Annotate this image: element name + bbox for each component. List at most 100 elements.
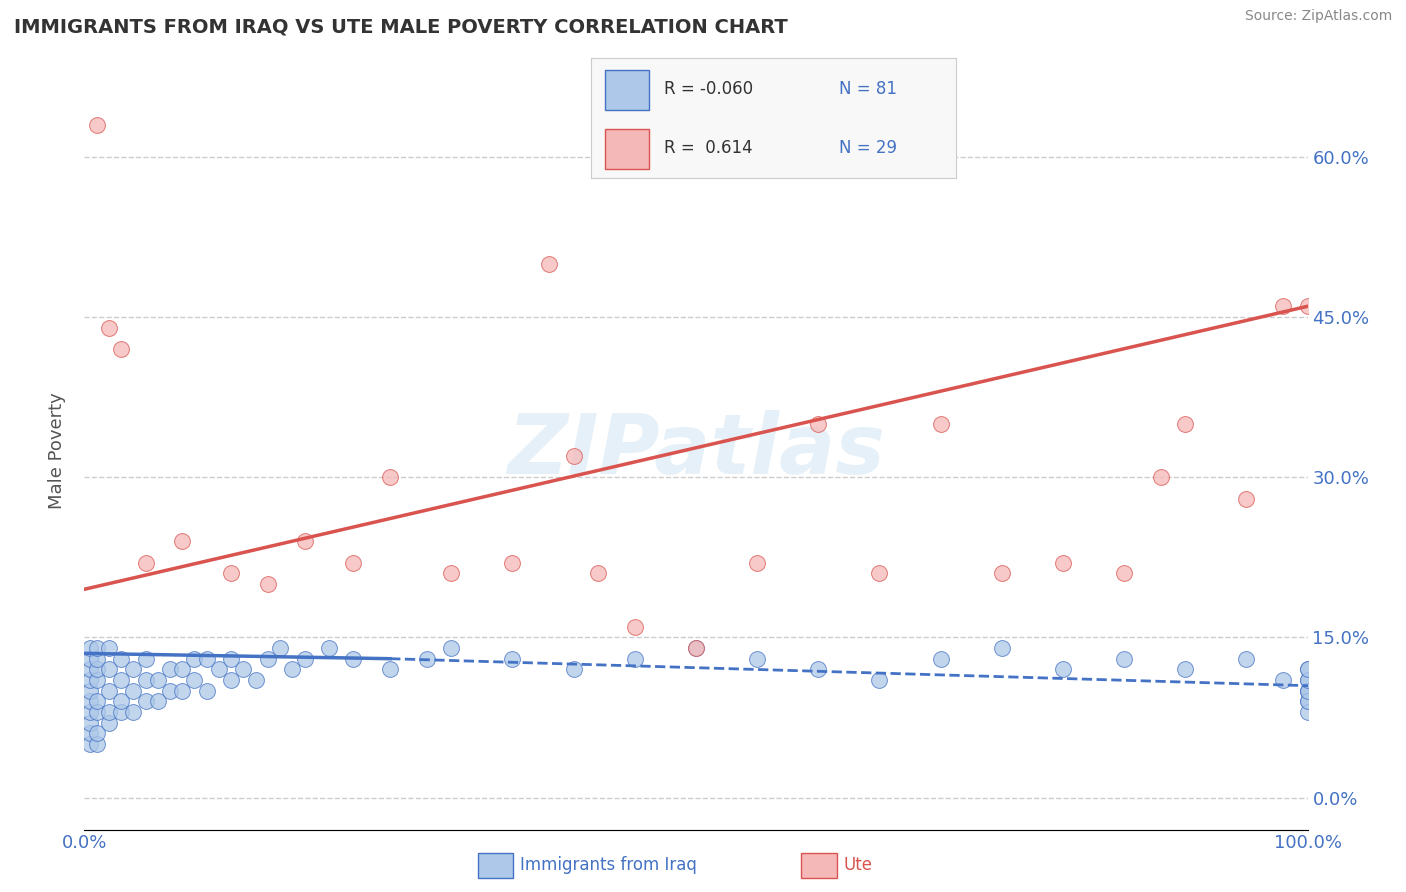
Point [869,566,891,581]
Point [86,651,108,665]
Point [97,715,120,730]
Point [807,662,830,676]
Text: R = -0.060: R = -0.060 [664,80,752,98]
Point [624,651,647,665]
Point [172,662,194,676]
Point [79,662,101,676]
Point [1272,673,1295,687]
Y-axis label: Male Poverty: Male Poverty [48,392,66,508]
Point [538,256,561,270]
Point [86,673,108,687]
Point [1052,662,1074,676]
Point [1114,651,1136,665]
Point [79,737,101,751]
Point [79,673,101,687]
Point [502,651,524,665]
Point [257,651,280,665]
Point [1296,299,1319,313]
Point [318,640,340,655]
Point [122,662,145,676]
Text: IMMIGRANTS FROM IRAQ VS UTE MALE POVERTY CORRELATION CHART: IMMIGRANTS FROM IRAQ VS UTE MALE POVERTY… [14,18,787,37]
Point [1236,651,1258,665]
Point [1296,662,1319,676]
Point [380,470,402,484]
Point [172,534,194,549]
Point [380,662,402,676]
Point [416,651,439,665]
Point [1296,673,1319,687]
Point [747,556,769,570]
Text: Source: ZipAtlas.com: Source: ZipAtlas.com [1244,9,1392,23]
Point [440,640,463,655]
Text: Immigrants from Iraq: Immigrants from Iraq [520,856,697,874]
Point [79,715,101,730]
Point [1296,694,1319,708]
Point [245,673,267,687]
Point [294,534,316,549]
Point [586,566,609,581]
Point [1296,662,1319,676]
Point [110,694,132,708]
Point [232,662,254,676]
Point [79,651,101,665]
Point [86,726,108,740]
Point [86,118,108,132]
Point [159,662,181,676]
Point [1296,705,1319,719]
Point [122,683,145,698]
Point [1296,683,1319,698]
Point [1296,694,1319,708]
Point [1296,683,1319,698]
Point [562,449,585,463]
Point [807,417,830,431]
Point [219,651,242,665]
Text: N = 29: N = 29 [839,138,897,157]
Point [183,673,205,687]
Text: Ute: Ute [844,856,873,874]
Point [1114,566,1136,581]
Point [172,683,194,698]
Point [146,694,169,708]
Point [86,694,108,708]
Point [135,651,157,665]
Point [195,683,218,698]
Point [97,320,120,334]
Point [122,705,145,719]
Point [1174,662,1197,676]
Point [135,694,157,708]
Point [269,640,291,655]
Point [79,683,101,698]
Point [869,673,891,687]
Point [183,651,205,665]
Point [1272,299,1295,313]
Point [747,651,769,665]
Point [146,673,169,687]
Point [502,556,524,570]
Point [1296,673,1319,687]
Point [562,662,585,676]
Point [110,342,132,356]
Point [219,566,242,581]
Point [97,683,120,698]
Point [294,651,316,665]
Point [79,694,101,708]
Text: R =  0.614: R = 0.614 [664,138,752,157]
Point [929,417,952,431]
Text: N = 81: N = 81 [839,80,897,98]
Point [86,640,108,655]
FancyBboxPatch shape [605,129,650,169]
Point [135,673,157,687]
Point [208,662,231,676]
Point [1296,683,1319,698]
Point [110,705,132,719]
FancyBboxPatch shape [605,70,650,110]
Point [991,566,1014,581]
Point [86,662,108,676]
Point [97,640,120,655]
Text: ZIPatlas: ZIPatlas [508,410,884,491]
Point [281,662,304,676]
Point [79,705,101,719]
Point [1150,470,1173,484]
Point [685,640,707,655]
Point [79,640,101,655]
